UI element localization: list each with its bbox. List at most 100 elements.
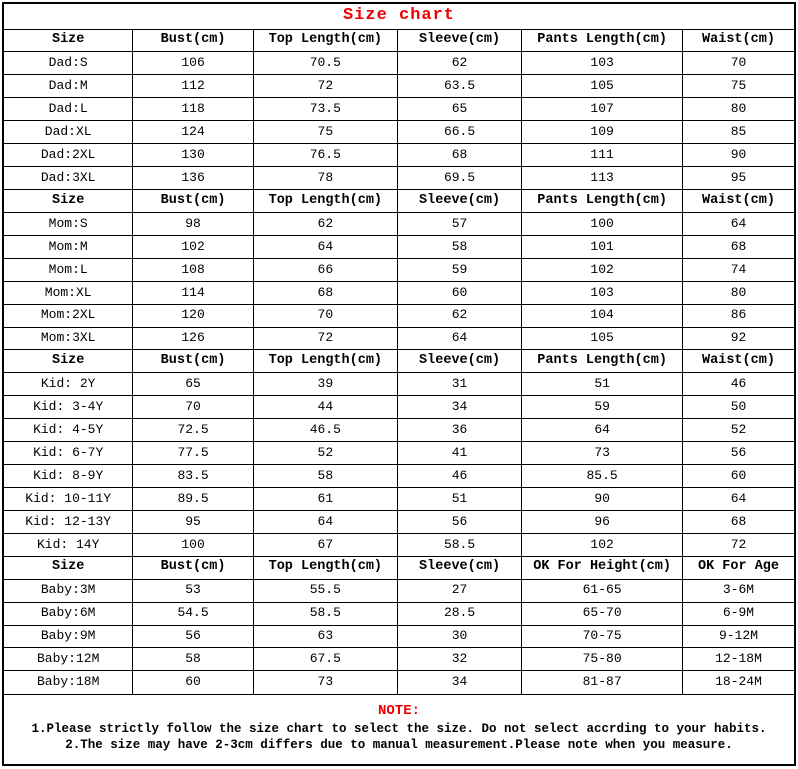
value-cell: 107 <box>521 97 683 122</box>
table-row: Mom:L 108 66 59 102 74 <box>2 257 796 282</box>
value-cell: 98 <box>132 211 254 236</box>
section-header-row-kid: Size Bust(cm) Top Length(cm) Sleeve(cm) Pant… <box>2 349 796 374</box>
value-cell: 3-6M <box>682 578 796 603</box>
value-cell: 56 <box>682 441 796 466</box>
value-cell: 61 <box>252 486 398 511</box>
header-cell: Sleeve(cm) <box>396 28 523 53</box>
header-cell: Pants Length(cm) <box>521 189 683 213</box>
value-cell: 70 <box>252 303 398 328</box>
value-cell: 124 <box>132 120 254 145</box>
value-cell: 95 <box>682 166 796 190</box>
value-cell: 65 <box>396 97 523 122</box>
value-cell: 75 <box>252 120 398 145</box>
value-cell: 74 <box>682 257 796 282</box>
value-cell: 59 <box>521 395 683 420</box>
value-cell: 51 <box>396 486 523 511</box>
table-row: Dad:L 118 73.5 65 107 80 <box>2 97 796 122</box>
value-cell: 70-75 <box>521 624 683 649</box>
value-cell: 80 <box>682 97 796 122</box>
header-cell: Top Length(cm) <box>252 189 398 213</box>
value-cell: 70.5 <box>252 51 398 76</box>
value-cell: 89.5 <box>132 486 254 511</box>
size-label-cell: Kid: 6-7Y <box>2 441 134 466</box>
size-label-cell: Baby:6M <box>2 601 134 626</box>
value-cell: 65-70 <box>521 601 683 626</box>
header-cell: Sleeve(cm) <box>396 555 523 580</box>
value-cell: 72.5 <box>132 418 254 443</box>
title-row: Size chart <box>2 2 796 30</box>
table-row: Mom:M 102 64 58 101 68 <box>2 234 796 259</box>
note-cell: NOTE: 1.Please strictly follow the size … <box>2 693 796 766</box>
size-label-cell: Mom:S <box>2 211 134 236</box>
header-cell: Top Length(cm) <box>252 349 398 374</box>
value-cell: 58.5 <box>252 601 398 626</box>
value-cell: 70 <box>132 395 254 420</box>
value-cell: 67 <box>252 532 398 557</box>
value-cell: 114 <box>132 280 254 305</box>
value-cell: 58 <box>396 234 523 259</box>
note-line-2: 2.The size may have 2-3cm differs due to… <box>65 737 733 752</box>
value-cell: 31 <box>396 372 523 397</box>
value-cell: 120 <box>132 303 254 328</box>
value-cell: 75-80 <box>521 647 683 672</box>
value-cell: 63.5 <box>396 74 523 99</box>
value-cell: 105 <box>521 74 683 99</box>
value-cell: 44 <box>252 395 398 420</box>
size-label-cell: Mom:L <box>2 257 134 282</box>
size-label-cell: Dad:3XL <box>2 166 134 190</box>
header-cell: Waist(cm) <box>682 349 796 374</box>
value-cell: 73 <box>521 441 683 466</box>
value-cell: 12-18M <box>682 647 796 672</box>
table-row: Kid: 10-11Y 89.5 61 51 90 64 <box>2 486 796 511</box>
header-cell: Top Length(cm) <box>252 555 398 580</box>
value-cell: 68 <box>682 509 796 534</box>
note-heading: NOTE: <box>377 703 420 720</box>
value-cell: 46.5 <box>252 418 398 443</box>
value-cell: 77.5 <box>132 441 254 466</box>
value-cell: 108 <box>132 257 254 282</box>
size-label-cell: Kid: 10-11Y <box>2 486 134 511</box>
value-cell: 102 <box>521 532 683 557</box>
header-cell: Size <box>2 349 134 374</box>
value-cell: 106 <box>132 51 254 76</box>
value-cell: 56 <box>396 509 523 534</box>
value-cell: 53 <box>132 578 254 603</box>
value-cell: 72 <box>252 74 398 99</box>
table-row: Kid: 6-7Y 77.5 52 41 73 56 <box>2 441 796 466</box>
value-cell: 113 <box>521 166 683 190</box>
table-row: Kid: 8-9Y 83.5 58 46 85.5 60 <box>2 464 796 488</box>
value-cell: 104 <box>521 303 683 328</box>
value-cell: 62 <box>396 303 523 328</box>
header-cell: Size <box>2 189 134 213</box>
value-cell: 57 <box>396 211 523 236</box>
note-row: NOTE: 1.Please strictly follow the size … <box>2 693 796 766</box>
value-cell: 27 <box>396 578 523 603</box>
header-cell: Size <box>2 555 134 580</box>
value-cell: 52 <box>252 441 398 466</box>
value-cell: 95 <box>132 509 254 534</box>
value-cell: 80 <box>682 280 796 305</box>
value-cell: 60 <box>396 280 523 305</box>
header-cell: Pants Length(cm) <box>521 28 683 53</box>
header-cell: OK For Height(cm) <box>521 555 683 580</box>
header-cell: Sleeve(cm) <box>396 349 523 374</box>
value-cell: 59 <box>396 257 523 282</box>
value-cell: 75 <box>682 74 796 99</box>
section-header-row-baby: Size Bust(cm) Top Length(cm) Sleeve(cm) OK F… <box>2 555 796 580</box>
size-label-cell: Dad:2XL <box>2 143 134 168</box>
header-cell: Pants Length(cm) <box>521 349 683 374</box>
value-cell: 96 <box>521 509 683 534</box>
table-row: Mom:S 98 62 57 100 64 <box>2 211 796 236</box>
value-cell: 126 <box>132 326 254 351</box>
table-row: Kid: 4-5Y 72.5 46.5 36 64 52 <box>2 418 796 443</box>
value-cell: 62 <box>252 211 398 236</box>
size-label-cell: Baby:12M <box>2 647 134 672</box>
size-label-cell: Baby:9M <box>2 624 134 649</box>
value-cell: 30 <box>396 624 523 649</box>
value-cell: 46 <box>682 372 796 397</box>
table-row: Kid: 2Y 65 39 31 51 46 <box>2 372 796 397</box>
value-cell: 101 <box>521 234 683 259</box>
size-label-cell: Kid: 4-5Y <box>2 418 134 443</box>
value-cell: 68 <box>682 234 796 259</box>
